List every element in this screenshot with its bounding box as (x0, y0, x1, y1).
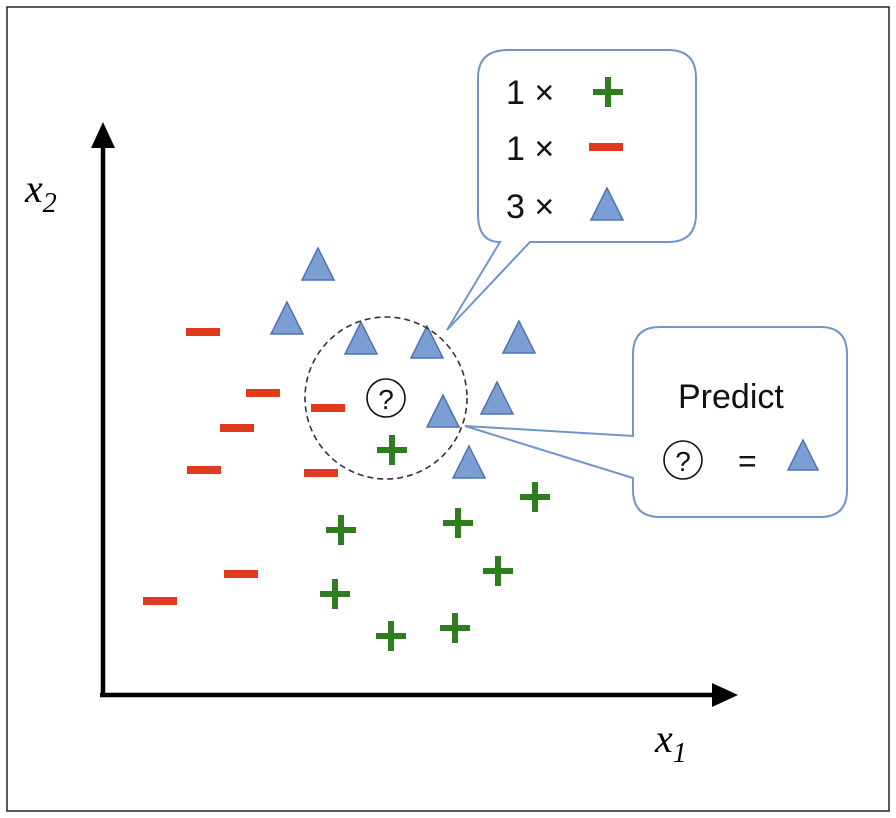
query-mark: ? (378, 384, 394, 415)
plus-point (326, 515, 356, 545)
triangle-point (269, 300, 305, 335)
vote-count-triangle: 3 × (506, 188, 554, 226)
triangle-icon (589, 186, 625, 221)
triangle-point (501, 319, 537, 354)
minus-point (220, 424, 254, 432)
predict-equals: = (738, 443, 757, 479)
predict-result-triangle-icon (786, 438, 820, 471)
x-axis-label: x1 (654, 716, 687, 769)
minus-point (187, 466, 221, 474)
vote-icons (589, 77, 625, 221)
minus-icon (589, 143, 623, 151)
predict-callout-bubble (464, 326, 848, 518)
predict-query-circle (663, 440, 703, 480)
triangle-point (343, 320, 379, 355)
triangle-point (451, 444, 487, 479)
plus-point (376, 621, 406, 651)
plus-point (443, 508, 473, 538)
minus-point (186, 328, 220, 336)
vote-callout-bubble (446, 49, 697, 331)
minus-point (246, 389, 280, 397)
plus-point (320, 579, 350, 609)
neighborhood-circle (304, 316, 468, 480)
query-point: ? (366, 378, 406, 418)
predict-query-mark: ? (675, 446, 691, 477)
query-circle (366, 378, 406, 418)
vote-count-plus: 1 × (506, 74, 554, 112)
vote-callout: 1 × 1 × 3 × (446, 49, 697, 331)
plus-icon (593, 77, 623, 107)
minus-point (311, 404, 345, 412)
minus-point (304, 469, 338, 477)
predict-callout: Predict ? = (464, 326, 848, 518)
minus-point (224, 570, 258, 578)
triangle-point (425, 393, 461, 428)
y-axis-arrowhead (91, 122, 115, 148)
y-axis-label: x2 (24, 166, 57, 219)
triangle-point (300, 246, 336, 281)
vote-count-minus: 1 × (506, 130, 554, 168)
x-axis-arrowhead (712, 683, 738, 707)
data-points (143, 246, 550, 651)
triangle-point (409, 324, 445, 359)
plus-point (440, 613, 470, 643)
plus-point (483, 556, 513, 586)
axes (91, 122, 738, 707)
plus-point (377, 435, 407, 465)
triangle-point (479, 380, 515, 415)
predict-title: Predict (678, 378, 784, 416)
plus-point (520, 482, 550, 512)
minus-point (143, 597, 177, 605)
